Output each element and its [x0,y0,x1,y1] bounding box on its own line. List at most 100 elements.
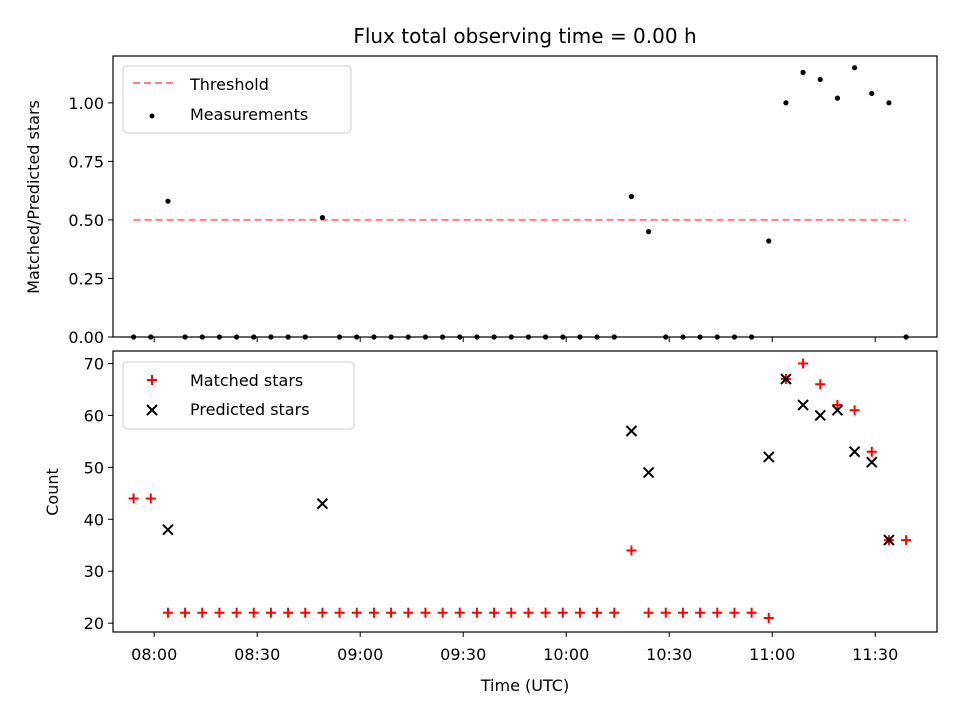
y-tick-label: 70 [84,354,104,373]
matched-star-point [454,607,465,618]
predicted-star-point [848,446,861,458]
measurements-legend-swatch [149,113,155,119]
flux-ratio-y-ticks: 0.00 0.25 0.50 0.75 1.00 [68,94,113,347]
matched-star-point [506,607,517,618]
matched-star-point [815,379,826,390]
flux-ratio-panel: 0.00 0.25 0.50 0.75 1.00 Matched/Predicted s… [24,55,938,347]
y-tick-label: 60 [84,406,104,425]
predicted-legend-swatch [146,404,158,416]
matched-legend-swatch [147,375,157,385]
star-count-x-ticks: 08:00 08:30 09:00 09:30 10:00 10:30 11:00 11:30 [131,632,898,664]
predicted-star-point [866,456,878,468]
matched-star-point [162,607,173,618]
predicted-star-point [780,373,792,385]
x-tick-label: 11:00 [749,645,795,664]
predicted-legend-label: Predicted stars [190,400,310,419]
y-tick-label: 20 [84,614,104,633]
star-count-panel: 20 30 40 50 60 70 08:00 08:30 09:00 09:30 10:00 10… [43,350,938,695]
predicted-star-point [642,466,655,479]
matched-star-point [128,493,139,504]
measurement-point [319,214,326,221]
matched-star-point [712,607,723,618]
measurement-point [766,238,772,244]
x-tick-label: 08:00 [131,645,177,664]
matched-star-point [609,607,620,618]
x-tick-label: 09:00 [337,645,383,664]
matched-star-point [523,607,534,618]
matched-star-point [574,607,585,618]
measurement-point [834,95,841,101]
predicted-star-point [316,497,329,510]
measurement-point [800,69,806,75]
predicted-star-point [797,399,809,411]
y-tick-label: 30 [84,562,104,581]
matched-star-point [197,607,208,618]
matched-star-point [557,607,568,618]
y-tick-label: 0.25 [68,269,104,288]
matched-star-point [265,607,276,618]
flux-ratio-y-axis-label: Matched/Predicted stars [24,100,43,294]
predicted-star-point [814,409,826,422]
matched-legend-label: Matched stars [190,371,303,390]
matched-star-point [437,607,448,618]
matched-star-point [729,607,740,618]
matched-star-point [180,607,191,618]
matched-star-point [746,607,757,618]
matched-star-point [386,607,397,618]
matched-star-point [317,607,328,618]
matched-star-point [471,607,482,618]
predicted-star-point [162,523,174,536]
star-count-axes-frame [112,350,938,633]
matched-star-point [866,446,877,457]
x-tick-label: 09:30 [440,645,486,664]
predicted-star-point [831,404,844,416]
predicted-star-point [883,534,895,546]
y-tick-label: 50 [84,458,104,477]
matched-star-point [368,607,379,618]
measurement-point [869,90,875,97]
matched-star-point [643,607,654,618]
star-count-legend: Matched stars Predicted stars [122,361,355,430]
star-count-legend-frame [122,361,355,430]
x-tick-label: 11:30 [852,645,898,664]
matched-star-point [832,400,843,411]
matched-star-point [420,607,431,618]
star-count-y-ticks: 20 30 40 50 60 70 [84,354,113,633]
flux-ratio-x-ticks [153,337,876,342]
matched-star-point [300,607,311,618]
matched-star-point [660,607,671,618]
measurement-point [646,229,652,235]
matched-star-point [677,607,688,618]
flux-ratio-legend-frame [122,65,352,134]
x-axis-label: Time (UTC) [480,676,569,695]
matched-star-point [763,612,774,623]
chart-title: Flux total observing time = 0.00 h [353,24,696,48]
measurement-point [886,100,892,106]
measurement-point [817,76,823,83]
star-count-marks [128,358,912,623]
predicted-star-point [763,451,775,463]
x-tick-label: 10:00 [543,645,589,664]
matched-star-point [214,607,225,618]
matched-star-point [540,607,551,618]
star-count-y-axis-label: Count [43,468,62,516]
matched-star-point [489,607,500,618]
y-tick-label: 0.00 [68,328,104,347]
y-tick-label: 40 [84,510,104,529]
matched-star-point [849,405,860,416]
matched-star-point [592,607,603,618]
y-tick-label: 0.75 [68,152,104,171]
matched-star-point [283,607,294,618]
matched-star-point [403,607,414,618]
measurement-point [165,198,171,204]
x-tick-label: 08:30 [234,645,280,664]
y-tick-label: 0.50 [68,211,104,230]
matched-star-point [351,607,362,618]
predicted-star-point [625,425,638,437]
flux-ratio-axes-frame [112,55,938,338]
matched-star-point [145,493,156,504]
measurement-point [628,193,635,200]
threshold-legend-label: Threshold [189,75,269,94]
matched-star-point [231,607,242,618]
